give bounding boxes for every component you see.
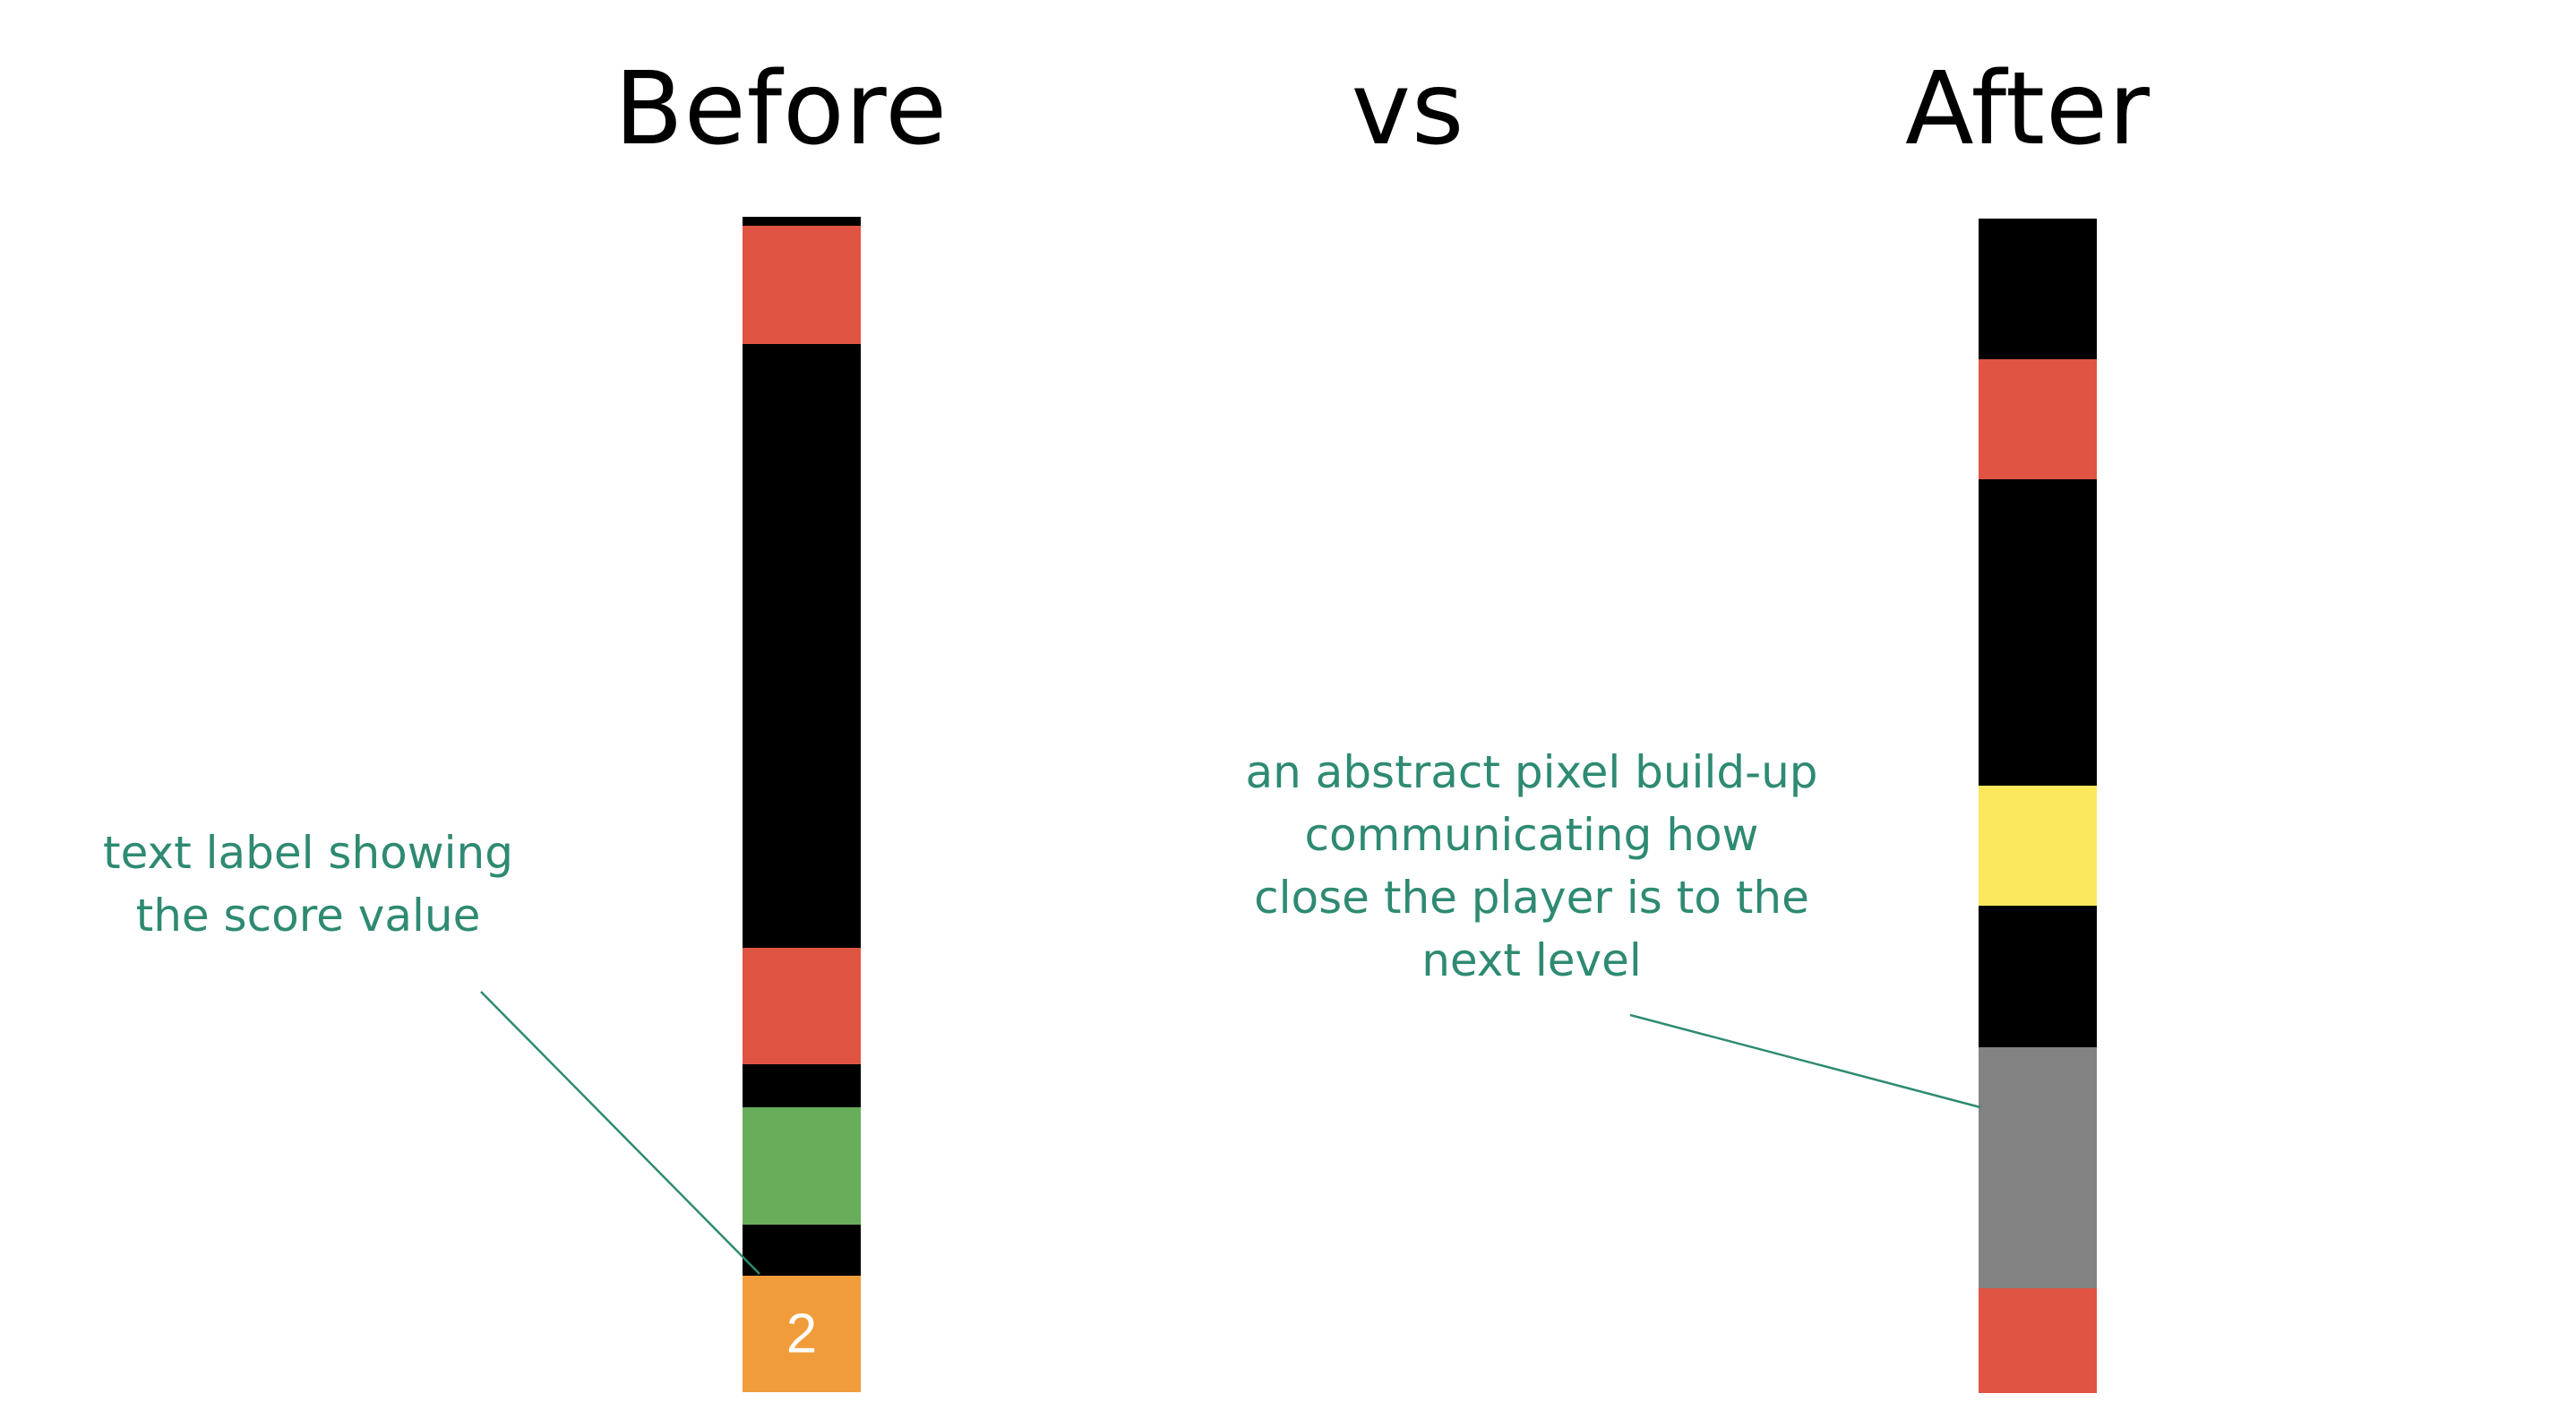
before-segment-black — [743, 217, 861, 227]
after-annotation-line: close the player is to the — [1254, 872, 1809, 924]
before-score-strip: 2 — [743, 217, 861, 1393]
after-segment-black — [1979, 905, 2097, 1048]
after-segment-black — [1979, 478, 2097, 787]
after-segment-red — [1979, 1287, 2097, 1394]
before-leader-line — [480, 991, 760, 1275]
after-segment-gray — [1979, 1046, 2097, 1289]
before-segment-black — [743, 1224, 861, 1277]
after-annotation-line: next level — [1421, 934, 1642, 986]
after-leader-line — [1629, 1013, 1981, 1109]
after-annotation-line: an abstract pixel build-up — [1245, 746, 1818, 798]
before-segment-green — [743, 1106, 861, 1226]
before-title: Before — [614, 51, 949, 168]
before-annotation-line: text label showing — [103, 827, 513, 879]
after-annotation: an abstract pixel build-up communicating… — [1245, 741, 1817, 992]
before-segment-red — [743, 225, 861, 345]
after-title: After — [1905, 51, 2151, 168]
before-segment-orange: 2 — [743, 1275, 861, 1393]
before-annotation: text label showing the score value — [103, 822, 513, 947]
after-annotation-line: communicating how — [1304, 809, 1759, 861]
score-value-label: 2 — [786, 1303, 818, 1365]
vs-title: vs — [1351, 51, 1465, 168]
after-segment-red — [1979, 358, 2097, 480]
after-segment-black — [1979, 219, 2097, 360]
before-segment-red — [743, 947, 861, 1065]
before-segment-black — [743, 1063, 861, 1108]
after-segment-yellow — [1979, 785, 2097, 907]
before-annotation-line: the score value — [135, 890, 481, 942]
after-progress-strip — [1979, 219, 2097, 1394]
before-segment-black — [743, 343, 861, 949]
